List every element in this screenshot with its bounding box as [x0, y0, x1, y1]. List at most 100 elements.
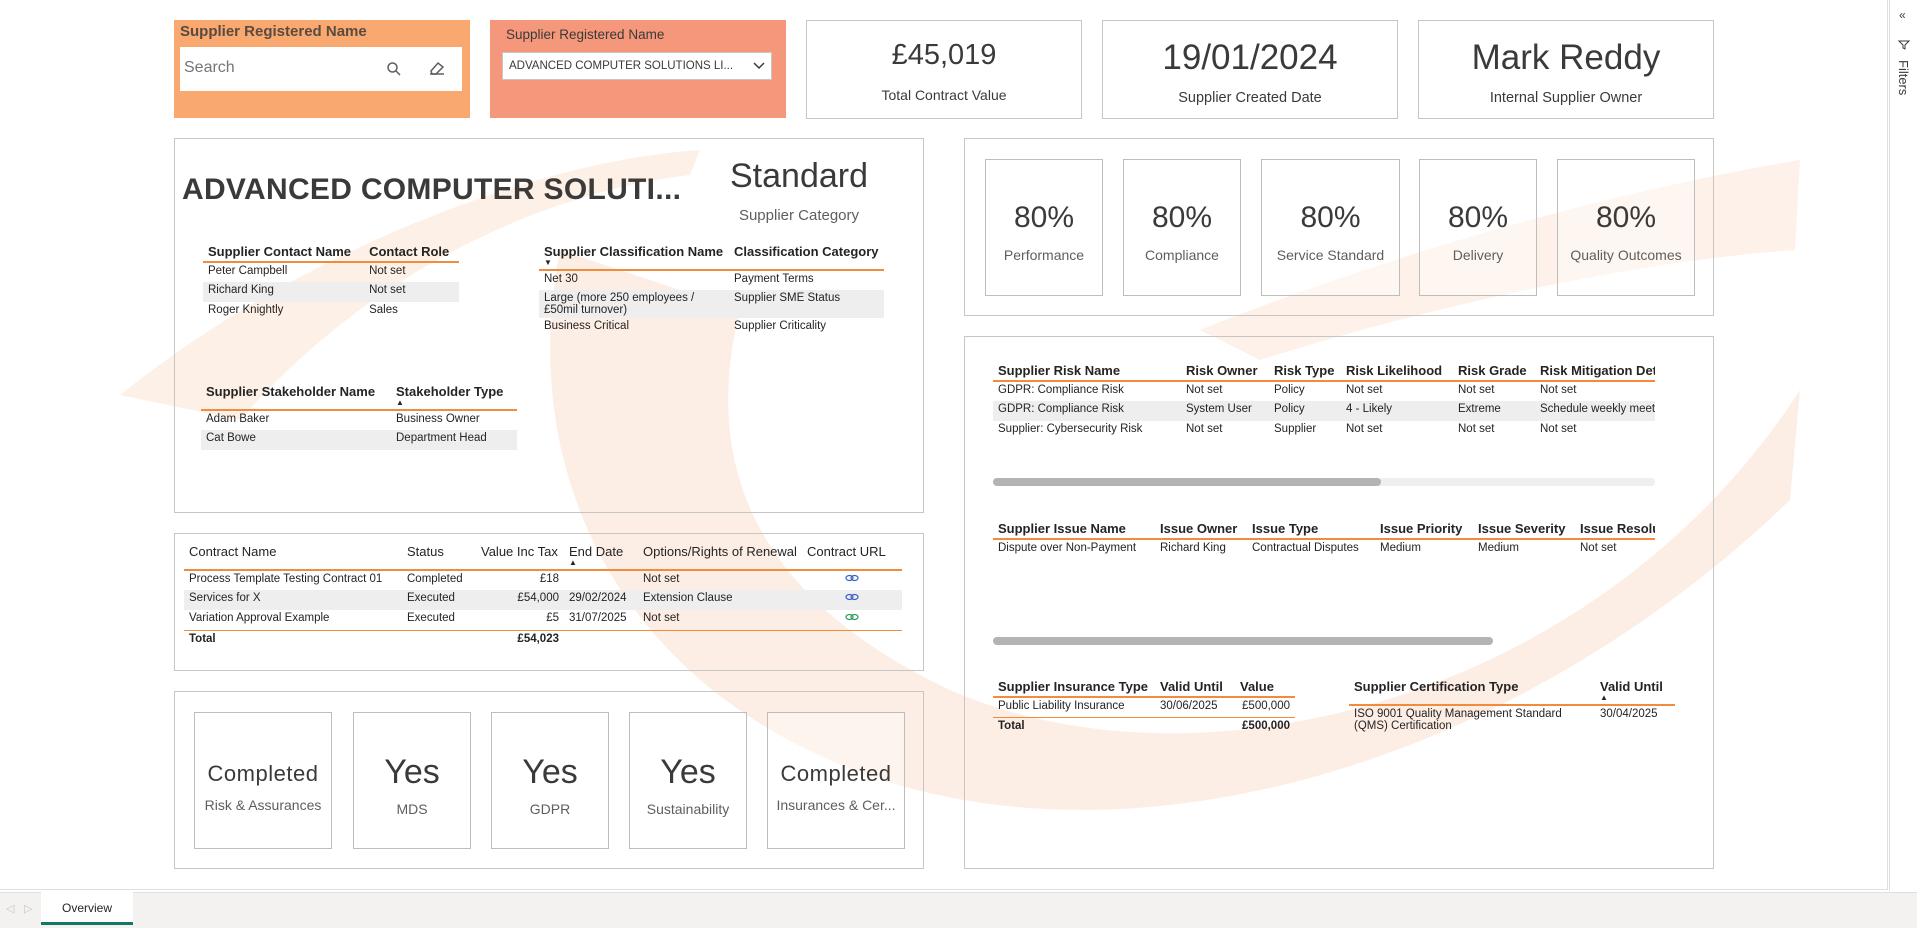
filters-label[interactable]: Filters — [1896, 60, 1911, 96]
search-input[interactable] — [184, 53, 374, 83]
table-row[interactable]: Roger Knightly Sales — [203, 302, 459, 322]
cell: Completed — [407, 573, 463, 585]
score-value: 80% — [1595, 201, 1657, 234]
column-header[interactable]: Issue Priority — [1375, 519, 1473, 540]
score-value: 80% — [1151, 201, 1213, 234]
column-header[interactable]: Contract Name — [184, 542, 402, 571]
table-row[interactable]: Variation Approval Example Executed £5 31/0… — [184, 610, 902, 630]
tile-label: Sustainability — [646, 801, 730, 817]
column-header[interactable]: Issue Owner — [1155, 519, 1247, 540]
column-header[interactable]: Classification Category — [729, 242, 884, 271]
scrollbar-thumb[interactable] — [993, 478, 1381, 486]
filters-pane[interactable]: « Filters — [1889, 0, 1917, 891]
cell: Supplier SME Status — [729, 290, 884, 318]
score-tile-delivery: 80% Delivery — [1419, 159, 1537, 296]
table-row[interactable]: GDPR: Compliance Risk System User Policy 4 … — [993, 401, 1655, 421]
collapse-chevron-icon[interactable]: « — [1899, 8, 1906, 22]
table-row[interactable]: Net 30 Payment Terms — [539, 270, 884, 290]
column-header[interactable]: Options/Rights of Renewal — [638, 542, 802, 571]
scores-card: 80% Performance 80% Compliance 80% Servi… — [964, 138, 1714, 316]
column-header[interactable]: Valid Until — [1155, 677, 1235, 698]
background-watermark — [120, 150, 1800, 810]
column-header[interactable]: Supplier Risk Name — [993, 361, 1181, 382]
table-row[interactable]: Peter Campbell Not set — [203, 262, 459, 282]
table-row[interactable]: Cat Bowe Department Head — [201, 430, 517, 450]
column-header[interactable]: Risk Likelihood — [1341, 361, 1453, 382]
cell — [564, 570, 638, 590]
column-header[interactable]: Risk Type — [1269, 361, 1341, 382]
cell: Extension Clause — [638, 590, 802, 610]
tile-label: Insurances & Cer... — [776, 797, 896, 813]
table-row[interactable]: Richard King Not set — [203, 282, 459, 302]
column-header[interactable]: Supplier Contact Name — [203, 242, 365, 263]
score-label: Delivery — [1452, 247, 1504, 263]
column-header[interactable]: Risk Grade — [1453, 361, 1535, 382]
cell: Business Owner — [396, 413, 480, 425]
column-header[interactable]: Issue Severity — [1473, 519, 1575, 540]
table-row[interactable]: Large (more 250 employees / £50mil turno… — [539, 290, 884, 318]
column-header[interactable]: Supplier Stakeholder Name — [201, 382, 391, 411]
cell: Peter Campbell — [208, 265, 288, 277]
score-tile-compliance: 80% Compliance — [1123, 159, 1241, 296]
total-row: Total £500,000 — [993, 716, 1295, 737]
column-header[interactable]: Supplier Certification Type — [1349, 677, 1595, 706]
search-box[interactable] — [180, 47, 462, 91]
column-header[interactable]: Stakeholder Type ▲ — [391, 382, 517, 411]
column-header[interactable]: Supplier Issue Name — [993, 519, 1155, 540]
table-row[interactable]: GDPR: Compliance Risk Not set Policy Not se… — [998, 384, 1577, 396]
cell: £54,000 — [476, 590, 564, 610]
stakeholders-table: Supplier Stakeholder Name Stakeholder Typ… — [201, 382, 517, 450]
kpi-supplier-created-date: 19/01/2024 Supplier Created Date — [1102, 20, 1398, 119]
eraser-icon[interactable] — [428, 60, 446, 76]
supplier-dropdown[interactable]: ADVANCED COMPUTER SOLUTIONS LI... — [502, 52, 772, 80]
column-header[interactable]: Valid Until ▲ — [1595, 677, 1675, 706]
table-row[interactable]: Public Liability Insurance 30/06/2025 £500… — [998, 700, 1290, 712]
cell: Services for X — [184, 590, 402, 610]
link-icon[interactable] — [845, 592, 859, 602]
column-header[interactable]: Supplier Classification Name ▼ — [539, 242, 729, 271]
cell: Sales — [369, 304, 398, 316]
risks-horizontal-scrollbar[interactable] — [993, 478, 1655, 486]
table-row[interactable]: Business Critical Supplier Criticality — [539, 318, 884, 338]
score-label: Service Standard — [1276, 247, 1385, 263]
tab-overview[interactable]: Overview — [41, 892, 133, 925]
status-tile-insurances: Completed Insurances & Cer... — [767, 712, 905, 849]
column-header[interactable]: Risk Mitigation Detail — [1535, 361, 1655, 382]
table-row[interactable]: Process Template Testing Contract 01 Comp… — [184, 570, 902, 590]
table-row[interactable]: Adam Baker Business Owner — [201, 410, 517, 430]
table-row[interactable]: Services for X Executed £54,000 29/02/2024 E… — [184, 590, 902, 610]
scrollbar-thumb[interactable] — [993, 637, 1493, 645]
table-row[interactable]: ISO 9001 Quality Management Standard (QM… — [1354, 708, 1658, 732]
column-header[interactable]: Status — [402, 542, 476, 571]
link-icon[interactable] — [845, 612, 859, 622]
column-header[interactable]: Issue Resolution A — [1575, 519, 1655, 540]
kpi-internal-supplier-owner: Mark Reddy Internal Supplier Owner — [1418, 20, 1714, 119]
column-header[interactable]: Supplier Insurance Type — [993, 677, 1155, 698]
tile-value: Completed — [207, 761, 319, 786]
column-header[interactable]: Contact Role — [364, 242, 459, 263]
tile-value: Completed — [780, 761, 892, 786]
supplier-category-label: Supplier Category — [738, 207, 860, 224]
kpi-value: £45,019 — [891, 39, 997, 71]
issues-horizontal-scrollbar[interactable] — [993, 637, 1655, 645]
chevron-down-icon[interactable] — [753, 62, 765, 70]
cell: Adam Baker — [206, 413, 270, 425]
table-row[interactable]: Dispute over Non-Payment Richard King Cont… — [998, 542, 1617, 554]
column-header[interactable]: Risk Owner — [1181, 361, 1269, 382]
prev-page-icon[interactable]: ◁ — [6, 903, 15, 915]
column-header[interactable]: End Date ▲ — [564, 542, 638, 571]
total-label: Total — [184, 629, 402, 650]
search-icon[interactable] — [386, 61, 402, 77]
link-icon[interactable] — [845, 573, 859, 583]
page-tabs-bar: ◁ ▷ — [0, 892, 1917, 928]
next-page-icon[interactable]: ▷ — [24, 903, 33, 915]
table-row[interactable]: Supplier: Cybersecurity Risk Not set Suppl… — [998, 423, 1577, 435]
slicer-title: Supplier Registered Name — [506, 27, 665, 42]
cell: Department Head — [391, 430, 517, 450]
column-header[interactable]: Issue Type — [1247, 519, 1375, 540]
supplier-details-card: ADVANCED COMPUTER SOLUTI... Standard Sup… — [174, 138, 924, 513]
column-header[interactable]: Value — [1235, 677, 1295, 698]
column-header[interactable]: Value Inc Tax — [476, 542, 564, 571]
contracts-card: Contract Name Status Value Inc Tax End D… — [174, 533, 924, 671]
column-header[interactable]: Contract URL — [802, 542, 902, 571]
